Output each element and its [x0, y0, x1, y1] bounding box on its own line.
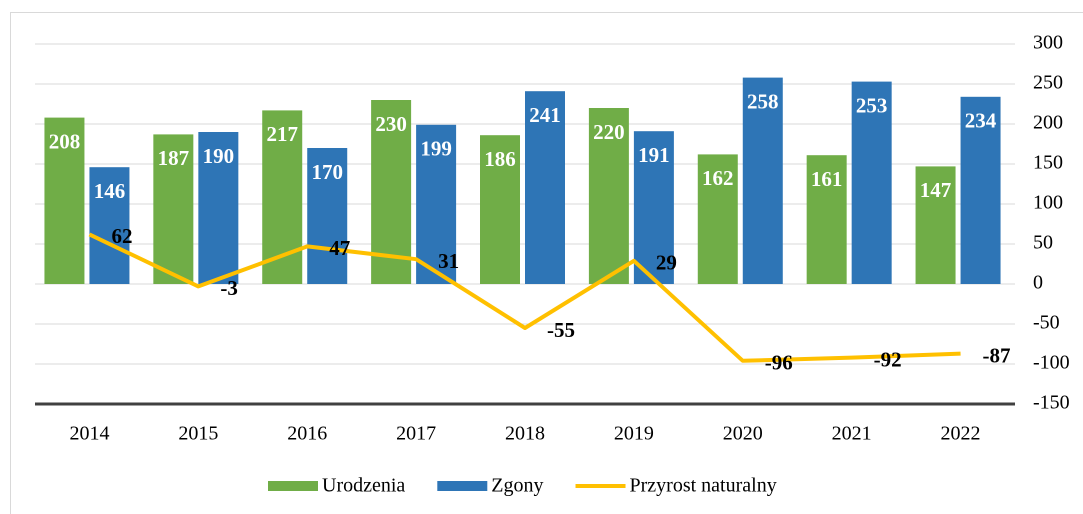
x-tick-label: 2017	[396, 423, 436, 445]
bar	[960, 96, 1001, 284]
bar	[851, 81, 892, 284]
bar	[480, 135, 520, 284]
data-label: 208	[49, 129, 81, 153]
x-tick-label: 2015	[178, 423, 218, 445]
bar	[416, 124, 457, 284]
data-label: 62	[111, 224, 132, 248]
y-tick-label: 300	[1033, 32, 1063, 54]
bar	[525, 91, 565, 284]
y-tick-label: 50	[1033, 232, 1053, 254]
y-tick-label: -150	[1033, 392, 1070, 414]
data-label: -92	[874, 347, 902, 371]
data-label: 241	[529, 103, 561, 127]
bar	[153, 134, 194, 284]
legend-label: Zgony	[491, 475, 543, 497]
data-label: 199	[420, 137, 452, 161]
bar	[633, 131, 674, 284]
bar	[89, 167, 130, 284]
data-label: 234	[965, 109, 997, 133]
bar	[44, 117, 85, 284]
bar	[742, 77, 783, 284]
x-tick-label: 2019	[614, 423, 654, 445]
data-label: 217	[266, 122, 298, 146]
data-label: -87	[983, 343, 1011, 367]
legend-label: Urodzenia	[322, 475, 405, 497]
data-label: 161	[811, 167, 843, 191]
data-label: 187	[158, 146, 190, 170]
bar	[915, 166, 956, 284]
data-label: 162	[702, 166, 734, 190]
y-tick-label: 0	[1033, 272, 1043, 294]
data-label: -3	[220, 276, 238, 300]
x-tick-label: 2014	[69, 423, 109, 445]
line-series	[88, 232, 961, 363]
data-label: 29	[656, 251, 677, 275]
legend-swatch	[268, 481, 318, 491]
x-tick-label: 2021	[832, 423, 872, 445]
data-label: 31	[438, 249, 459, 273]
data-label: 190	[203, 144, 235, 168]
data-label: 47	[329, 236, 350, 260]
data-label: 230	[375, 112, 407, 136]
x-tick-label: 2018	[505, 423, 545, 445]
y-tick-label: 250	[1033, 72, 1063, 94]
legend-swatch	[437, 481, 488, 491]
x-tick-label: 2016	[287, 423, 327, 445]
bar	[307, 148, 348, 284]
data-label: 253	[856, 93, 888, 117]
y-tick-label: 100	[1033, 192, 1063, 214]
data-label: 258	[747, 89, 779, 113]
data-label: 170	[311, 160, 343, 184]
legend-label: Przyrost naturalny	[630, 475, 777, 497]
y-tick-label: -50	[1033, 312, 1060, 334]
data-label: 191	[638, 143, 670, 167]
y-tick-label: 200	[1033, 112, 1063, 134]
y-tick-label: 150	[1033, 152, 1063, 174]
data-label: 220	[593, 120, 625, 144]
y-tick-label: -100	[1033, 352, 1070, 374]
x-tick-label: 2020	[723, 423, 763, 445]
data-label: 146	[94, 179, 126, 203]
data-label: 147	[920, 178, 952, 202]
bar	[588, 108, 629, 284]
data-label: -55	[547, 318, 575, 342]
bar	[697, 154, 738, 284]
bar	[806, 155, 847, 284]
x-tick-label: 2022	[941, 423, 981, 445]
bar	[198, 132, 239, 284]
data-label: -96	[765, 351, 793, 375]
data-label: 186	[484, 147, 516, 171]
